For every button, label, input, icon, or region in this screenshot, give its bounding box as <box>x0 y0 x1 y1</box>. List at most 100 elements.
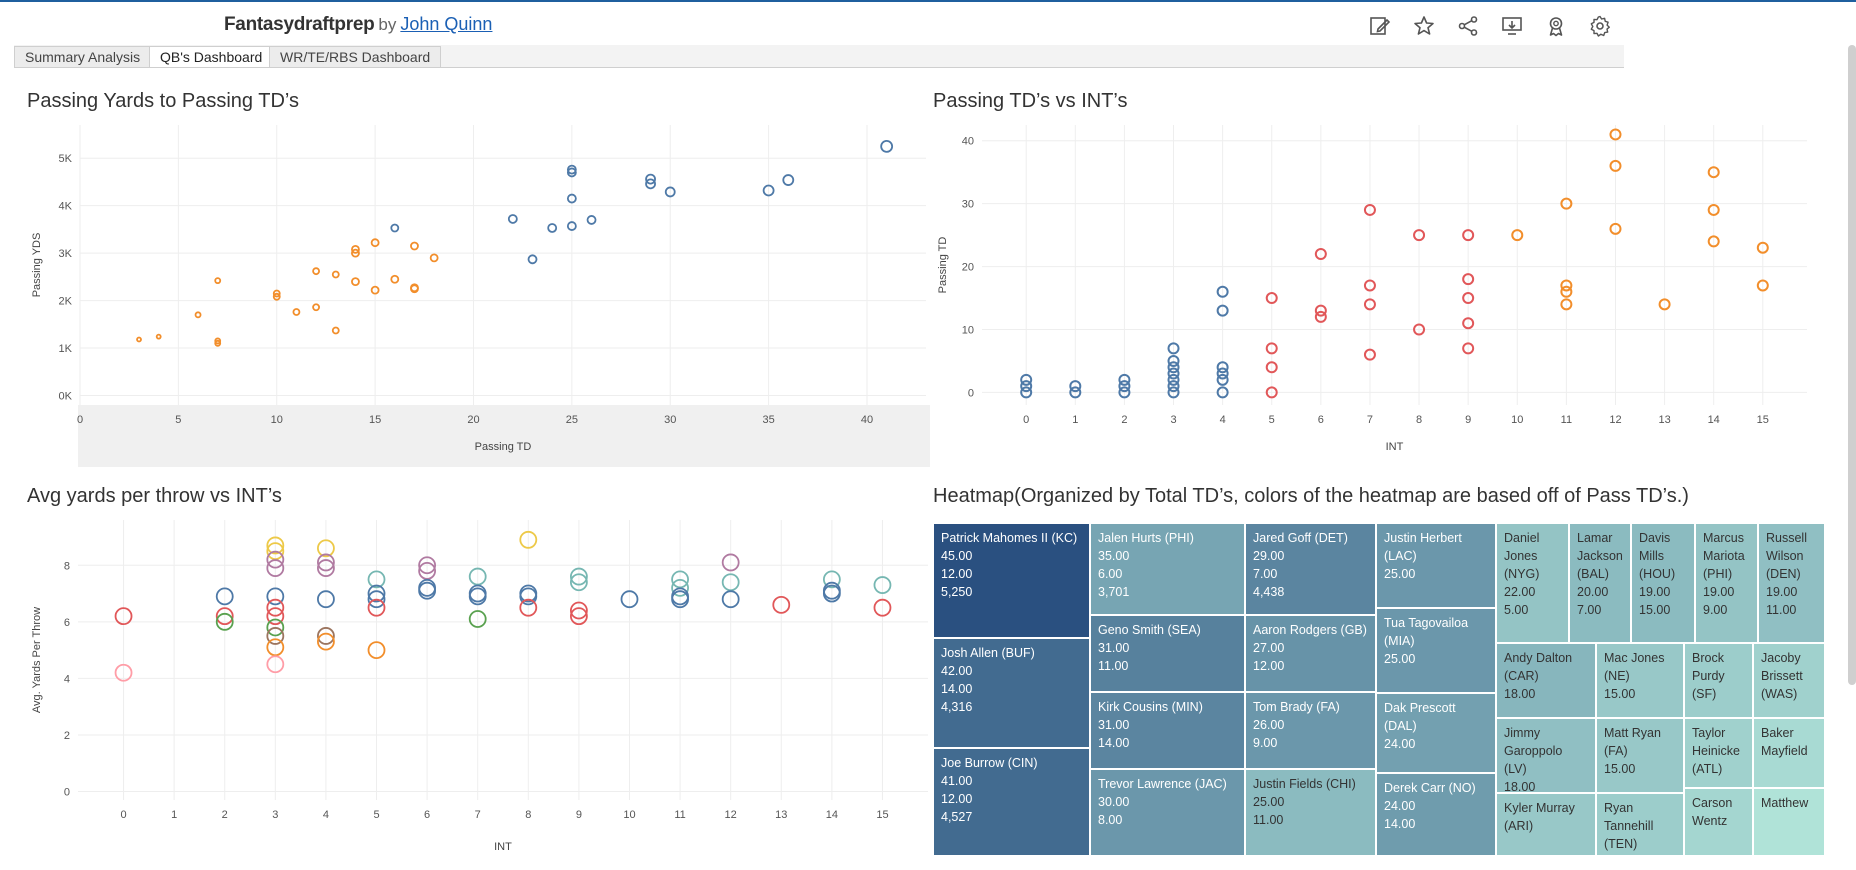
tab-summary-analysis[interactable]: Summary Analysis <box>14 46 152 67</box>
heatmap-cell[interactable]: Andy Dalton (CAR) 18.00 <box>1496 643 1596 718</box>
data-point <box>1216 361 1229 374</box>
data-point <box>418 562 437 580</box>
data-point <box>586 215 597 225</box>
heatmap-cell[interactable]: Tom Brady (FA) 26.00 9.00 <box>1245 692 1376 769</box>
heatmap-cell[interactable]: Baker Mayfield <box>1753 718 1825 788</box>
heatmap-cell-value: 20.00 <box>1577 585 1609 599</box>
data-point <box>214 337 222 345</box>
data-point <box>317 632 335 651</box>
heatmap-cell-value: 41.00 <box>941 774 973 788</box>
data-point <box>215 612 234 631</box>
heatmap-cell[interactable]: Jimmy Garoppolo (LV) 18.00 <box>1496 718 1596 793</box>
y-tick-label: 40 <box>962 136 974 148</box>
heatmap-cell[interactable]: Geno Smith (SEA) 31.00 11.00 <box>1090 615 1245 692</box>
author-link[interactable]: John Quinn <box>400 14 493 34</box>
heatmap-cell[interactable]: Mac Jones (NE) 15.00 <box>1596 643 1684 718</box>
heatmap-cell[interactable]: Davis Mills (HOU) 19.00 15.00 <box>1631 523 1695 643</box>
heatmap-cell-name: Joe Burrow (CIN) <box>941 756 1038 770</box>
heatmap-cell[interactable]: Kirk Cousins (MIN) 31.00 14.00 <box>1090 692 1245 769</box>
data-point <box>215 587 234 606</box>
heatmap-cell-name: Trevor Lawrence (JAC) <box>1098 777 1227 791</box>
heatmap-cell-name: Taylor Heinicke (ATL) <box>1692 726 1744 776</box>
heatmap-cell[interactable]: Marcus Mariota (PHI) 19.00 9.00 <box>1695 523 1758 643</box>
heatmap-cell-name: Russell Wilson (DEN) <box>1766 531 1811 581</box>
heatmap-cell-value: 9.00 <box>1703 603 1728 617</box>
heatmap-cell[interactable]: Justin Fields (CHI) 25.00 11.00 <box>1245 769 1376 856</box>
download-icon[interactable] <box>1500 14 1524 38</box>
x-tick-label: 9 <box>1465 414 1471 426</box>
data-point <box>782 174 795 186</box>
data-point <box>1462 229 1475 242</box>
tab-wr-te-rbs-dashboard[interactable]: WR/TE/RBS Dashboard <box>269 46 442 67</box>
heatmap-cell[interactable]: Carson Wentz <box>1684 788 1753 856</box>
heatmap-cell-value: 3,701 <box>1098 585 1130 599</box>
data-point <box>317 627 335 645</box>
x-tick-label: 15 <box>876 809 888 821</box>
data-point <box>292 308 301 316</box>
heatmap-cell[interactable]: Ryan Tannehill (TEN) <box>1596 793 1684 856</box>
data-point <box>645 173 656 185</box>
heatmap-cell-value: 7.00 <box>1253 567 1278 581</box>
data-point <box>214 339 222 347</box>
data-point <box>468 587 487 606</box>
data-point <box>1609 222 1622 235</box>
star-icon[interactable] <box>1412 14 1436 38</box>
heatmap-cell-value: 31.00 <box>1098 641 1130 655</box>
y-tick-label: 2K <box>59 296 73 308</box>
data-point <box>367 598 386 617</box>
heatmap-cell-value: 27.00 <box>1253 641 1285 655</box>
heatmap-cell[interactable]: Matt Ryan (FA) 15.00 <box>1596 718 1684 793</box>
heatmap-cell[interactable]: Aaron Rodgers (GB) 27.00 12.00 <box>1245 615 1376 692</box>
tab-qb-dashboard[interactable]: QB's Dashboard <box>149 46 274 67</box>
data-point <box>1462 273 1475 286</box>
heatmap-cell-value: 12.00 <box>1253 659 1285 673</box>
heatmap-cell[interactable]: Dak Prescott (DAL) 24.00 <box>1376 693 1496 773</box>
heatmap-cell[interactable]: Derek Carr (NO) 24.00 14.00 <box>1376 773 1496 856</box>
data-point <box>266 638 285 657</box>
heatmap-cell-value: 31.00 <box>1098 718 1130 732</box>
data-point <box>266 607 285 626</box>
edit-icon[interactable] <box>1368 14 1392 38</box>
heatmap-cell[interactable]: Jared Goff (DET) 29.00 7.00 4,438 <box>1245 523 1376 615</box>
heatmap-cell-value: 15.00 <box>1639 603 1671 617</box>
heatmap-cell-name: Aaron Rodgers (GB) <box>1253 623 1367 637</box>
heatmap-cell[interactable]: Taylor Heinicke (ATL) <box>1684 718 1753 788</box>
badge-icon[interactable] <box>1544 14 1568 38</box>
heatmap-cell-value: 12.00 <box>941 792 973 806</box>
heatmap-cell[interactable]: Matthew <box>1753 788 1825 856</box>
data-point <box>1363 348 1376 361</box>
heatmap-cell[interactable]: Tua Tagovailoa (MIA) 25.00 <box>1376 608 1496 693</box>
heatmap-cell[interactable]: Trevor Lawrence (JAC) 30.00 8.00 <box>1090 769 1245 856</box>
heatmap-cell-value: 22.00 <box>1504 585 1536 599</box>
data-point <box>1560 279 1573 292</box>
x-tick-label: 0 <box>120 809 126 821</box>
data-point <box>410 241 419 251</box>
heatmap-cell[interactable]: Jacoby Brissett (WAS) <box>1753 643 1825 718</box>
data-point <box>1265 386 1278 399</box>
heatmap-cell[interactable]: Jalen Hurts (PHI) 35.00 6.00 3,701 <box>1090 523 1245 615</box>
heatmap-cell[interactable]: Kyler Murray (ARI) <box>1496 793 1596 856</box>
heatmap-cell[interactable]: Joe Burrow (CIN) 41.00 12.00 4,527 <box>933 748 1090 856</box>
chart2-title: Passing TD’s vs INT’s <box>933 90 1128 112</box>
heatmap-cell-value: 30.00 <box>1098 795 1130 809</box>
data-point <box>762 184 775 197</box>
x-axis-label: Passing TD <box>475 441 532 453</box>
y-tick-label: 2 <box>64 730 70 742</box>
heatmap-cell[interactable]: Justin Herbert (LAC) 25.00 <box>1376 523 1496 608</box>
heatmap-cell[interactable]: Lamar Jackson (BAL) 20.00 7.00 <box>1569 523 1631 643</box>
heatmap-cell[interactable]: Brock Purdy (SF) <box>1684 643 1753 718</box>
heatmap-cell[interactable]: Daniel Jones (NYG) 22.00 5.00 <box>1496 523 1569 643</box>
data-point <box>566 164 577 175</box>
data-point <box>507 214 518 224</box>
heatmap-cell[interactable]: Josh Allen (BUF) 42.00 14.00 4,316 <box>933 638 1090 748</box>
x-tick-label: 6 <box>1318 414 1324 426</box>
x-tick-label: 1 <box>171 809 177 821</box>
y-tick-label: 4K <box>59 201 73 213</box>
vertical-scrollbar[interactable] <box>1848 45 1856 685</box>
data-point <box>1707 166 1720 179</box>
heatmap-cell[interactable]: Patrick Mahomes II (KC) 45.00 12.00 5,250 <box>933 523 1090 638</box>
heatmap-cell[interactable]: Russell Wilson (DEN) 19.00 11.00 <box>1758 523 1825 643</box>
settings-icon[interactable] <box>1588 14 1612 38</box>
heatmap-cell-name: Baker Mayfield <box>1761 726 1808 758</box>
share-icon[interactable] <box>1456 14 1480 38</box>
